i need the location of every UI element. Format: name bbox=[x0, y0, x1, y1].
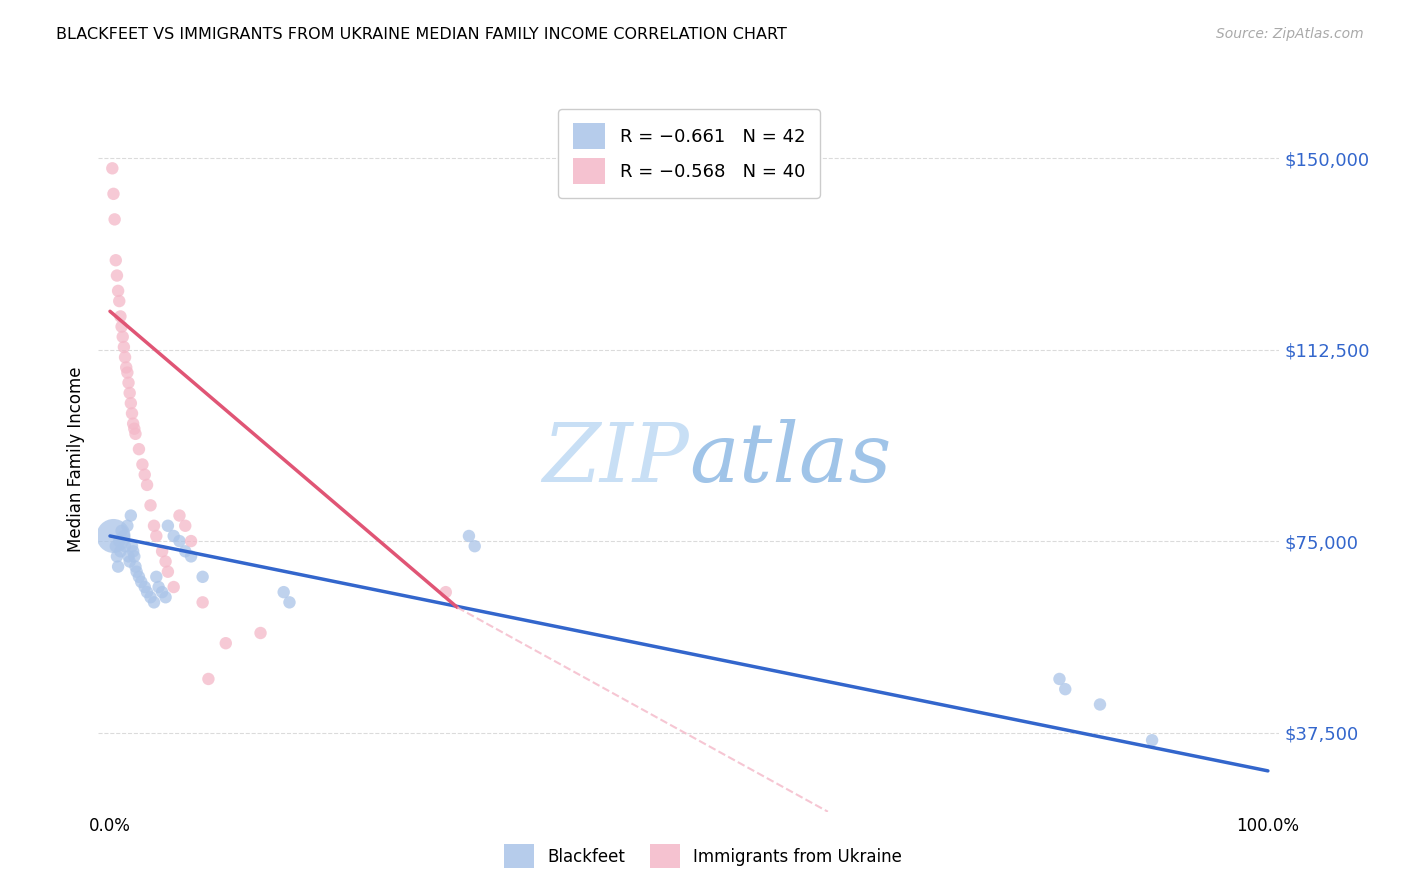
Point bbox=[278, 595, 301, 609]
Legend: R = −0.661   N = 42, R = −0.568   N = 40: R = −0.661 N = 42, R = −0.568 N = 40 bbox=[558, 109, 820, 198]
Point bbox=[112, 340, 135, 354]
Point bbox=[124, 559, 146, 574]
Point bbox=[112, 529, 135, 543]
Point bbox=[145, 529, 167, 543]
Point bbox=[118, 554, 141, 568]
Point bbox=[143, 518, 166, 533]
Point bbox=[101, 161, 124, 176]
Point bbox=[163, 580, 186, 594]
Point bbox=[110, 310, 132, 324]
Point bbox=[136, 585, 159, 599]
Point bbox=[110, 544, 132, 558]
Point bbox=[139, 591, 162, 605]
Point bbox=[117, 376, 139, 390]
Point bbox=[103, 186, 125, 201]
Point bbox=[117, 549, 139, 564]
Point bbox=[134, 467, 156, 482]
Point bbox=[458, 529, 481, 543]
Point bbox=[1088, 698, 1111, 712]
Point bbox=[174, 518, 197, 533]
Point bbox=[129, 574, 152, 589]
Point bbox=[121, 406, 143, 420]
Point bbox=[150, 585, 173, 599]
Point bbox=[1049, 672, 1071, 686]
Text: atlas: atlas bbox=[689, 419, 891, 500]
Point bbox=[125, 565, 148, 579]
Point bbox=[120, 396, 142, 410]
Text: Source: ZipAtlas.com: Source: ZipAtlas.com bbox=[1216, 27, 1364, 41]
Point bbox=[134, 580, 156, 594]
Point bbox=[148, 580, 170, 594]
Point bbox=[128, 442, 150, 457]
Point bbox=[155, 554, 177, 568]
Point bbox=[464, 539, 486, 553]
Point bbox=[122, 417, 145, 431]
Point bbox=[108, 294, 131, 309]
Point bbox=[174, 544, 197, 558]
Point bbox=[111, 330, 134, 344]
Point bbox=[108, 534, 131, 549]
Point bbox=[169, 508, 191, 523]
Point bbox=[180, 534, 202, 549]
Point bbox=[120, 508, 142, 523]
Point bbox=[103, 529, 125, 543]
Point bbox=[150, 544, 173, 558]
Point bbox=[136, 478, 159, 492]
Point bbox=[1140, 733, 1163, 747]
Point bbox=[124, 549, 146, 564]
Point bbox=[104, 253, 127, 268]
Point bbox=[104, 539, 127, 553]
Point bbox=[122, 544, 145, 558]
Point bbox=[115, 360, 138, 375]
Point bbox=[143, 595, 166, 609]
Point bbox=[124, 422, 146, 436]
Point bbox=[128, 570, 150, 584]
Point bbox=[191, 570, 214, 584]
Text: BLACKFEET VS IMMIGRANTS FROM UKRAINE MEDIAN FAMILY INCOME CORRELATION CHART: BLACKFEET VS IMMIGRANTS FROM UKRAINE MED… bbox=[56, 27, 787, 42]
Y-axis label: Median Family Income: Median Family Income bbox=[66, 367, 84, 552]
Point bbox=[121, 539, 143, 553]
Point bbox=[110, 319, 132, 334]
Point bbox=[105, 268, 128, 283]
Point bbox=[118, 386, 141, 401]
Point bbox=[156, 518, 179, 533]
Point bbox=[107, 559, 129, 574]
Point bbox=[1054, 682, 1077, 697]
Point bbox=[191, 595, 214, 609]
Point bbox=[117, 366, 139, 380]
Point bbox=[434, 585, 457, 599]
Point bbox=[155, 591, 177, 605]
Point bbox=[156, 565, 179, 579]
Point bbox=[139, 499, 162, 513]
Point bbox=[110, 524, 132, 538]
Point bbox=[249, 626, 271, 640]
Point bbox=[273, 585, 295, 599]
Point bbox=[163, 529, 186, 543]
Point bbox=[114, 351, 136, 365]
Point bbox=[124, 426, 146, 441]
Point bbox=[215, 636, 238, 650]
Point bbox=[104, 212, 127, 227]
Point bbox=[169, 534, 191, 549]
Point bbox=[105, 549, 128, 564]
Point bbox=[197, 672, 219, 686]
Point bbox=[117, 518, 139, 533]
Point bbox=[114, 539, 136, 553]
Point bbox=[180, 549, 202, 564]
Point bbox=[107, 284, 129, 298]
Legend: Blackfeet, Immigrants from Ukraine: Blackfeet, Immigrants from Ukraine bbox=[498, 838, 908, 875]
Point bbox=[145, 570, 167, 584]
Point bbox=[131, 458, 153, 472]
Text: ZIP: ZIP bbox=[543, 419, 689, 500]
